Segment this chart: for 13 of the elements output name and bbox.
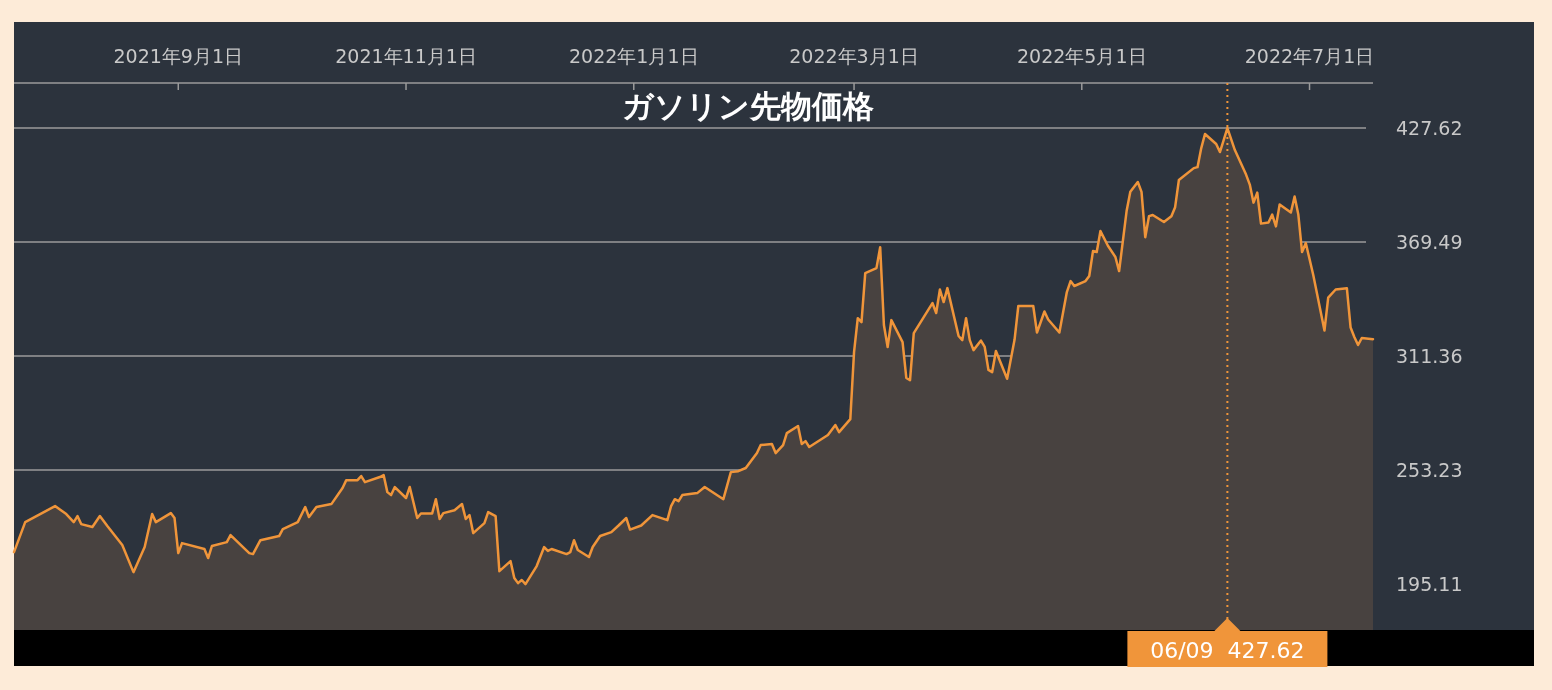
- x-tick-label: 2022年5月1日: [1017, 45, 1147, 67]
- x-tick-label: 2022年1月1日: [569, 45, 699, 67]
- text: 06/09 427.62: [1150, 638, 1305, 663]
- y-tick-label: 369.49: [1396, 231, 1463, 254]
- x-tick-label: 2021年9月1日: [113, 45, 244, 67]
- x-tick-label: 2021年11月1日: [335, 45, 477, 67]
- x-tick-label: 2022年7月1日: [1244, 45, 1375, 67]
- x-tick-label: 2022年3月1日: [789, 45, 919, 67]
- chart-title: ガソリン先物価格: [622, 88, 874, 124]
- y-tick-label: 195.11: [1396, 573, 1463, 596]
- y-tick-label: 311.36: [1396, 345, 1463, 368]
- y-tick-label: 253.23: [1396, 459, 1463, 482]
- y-tick-label: 427.62: [1396, 117, 1463, 140]
